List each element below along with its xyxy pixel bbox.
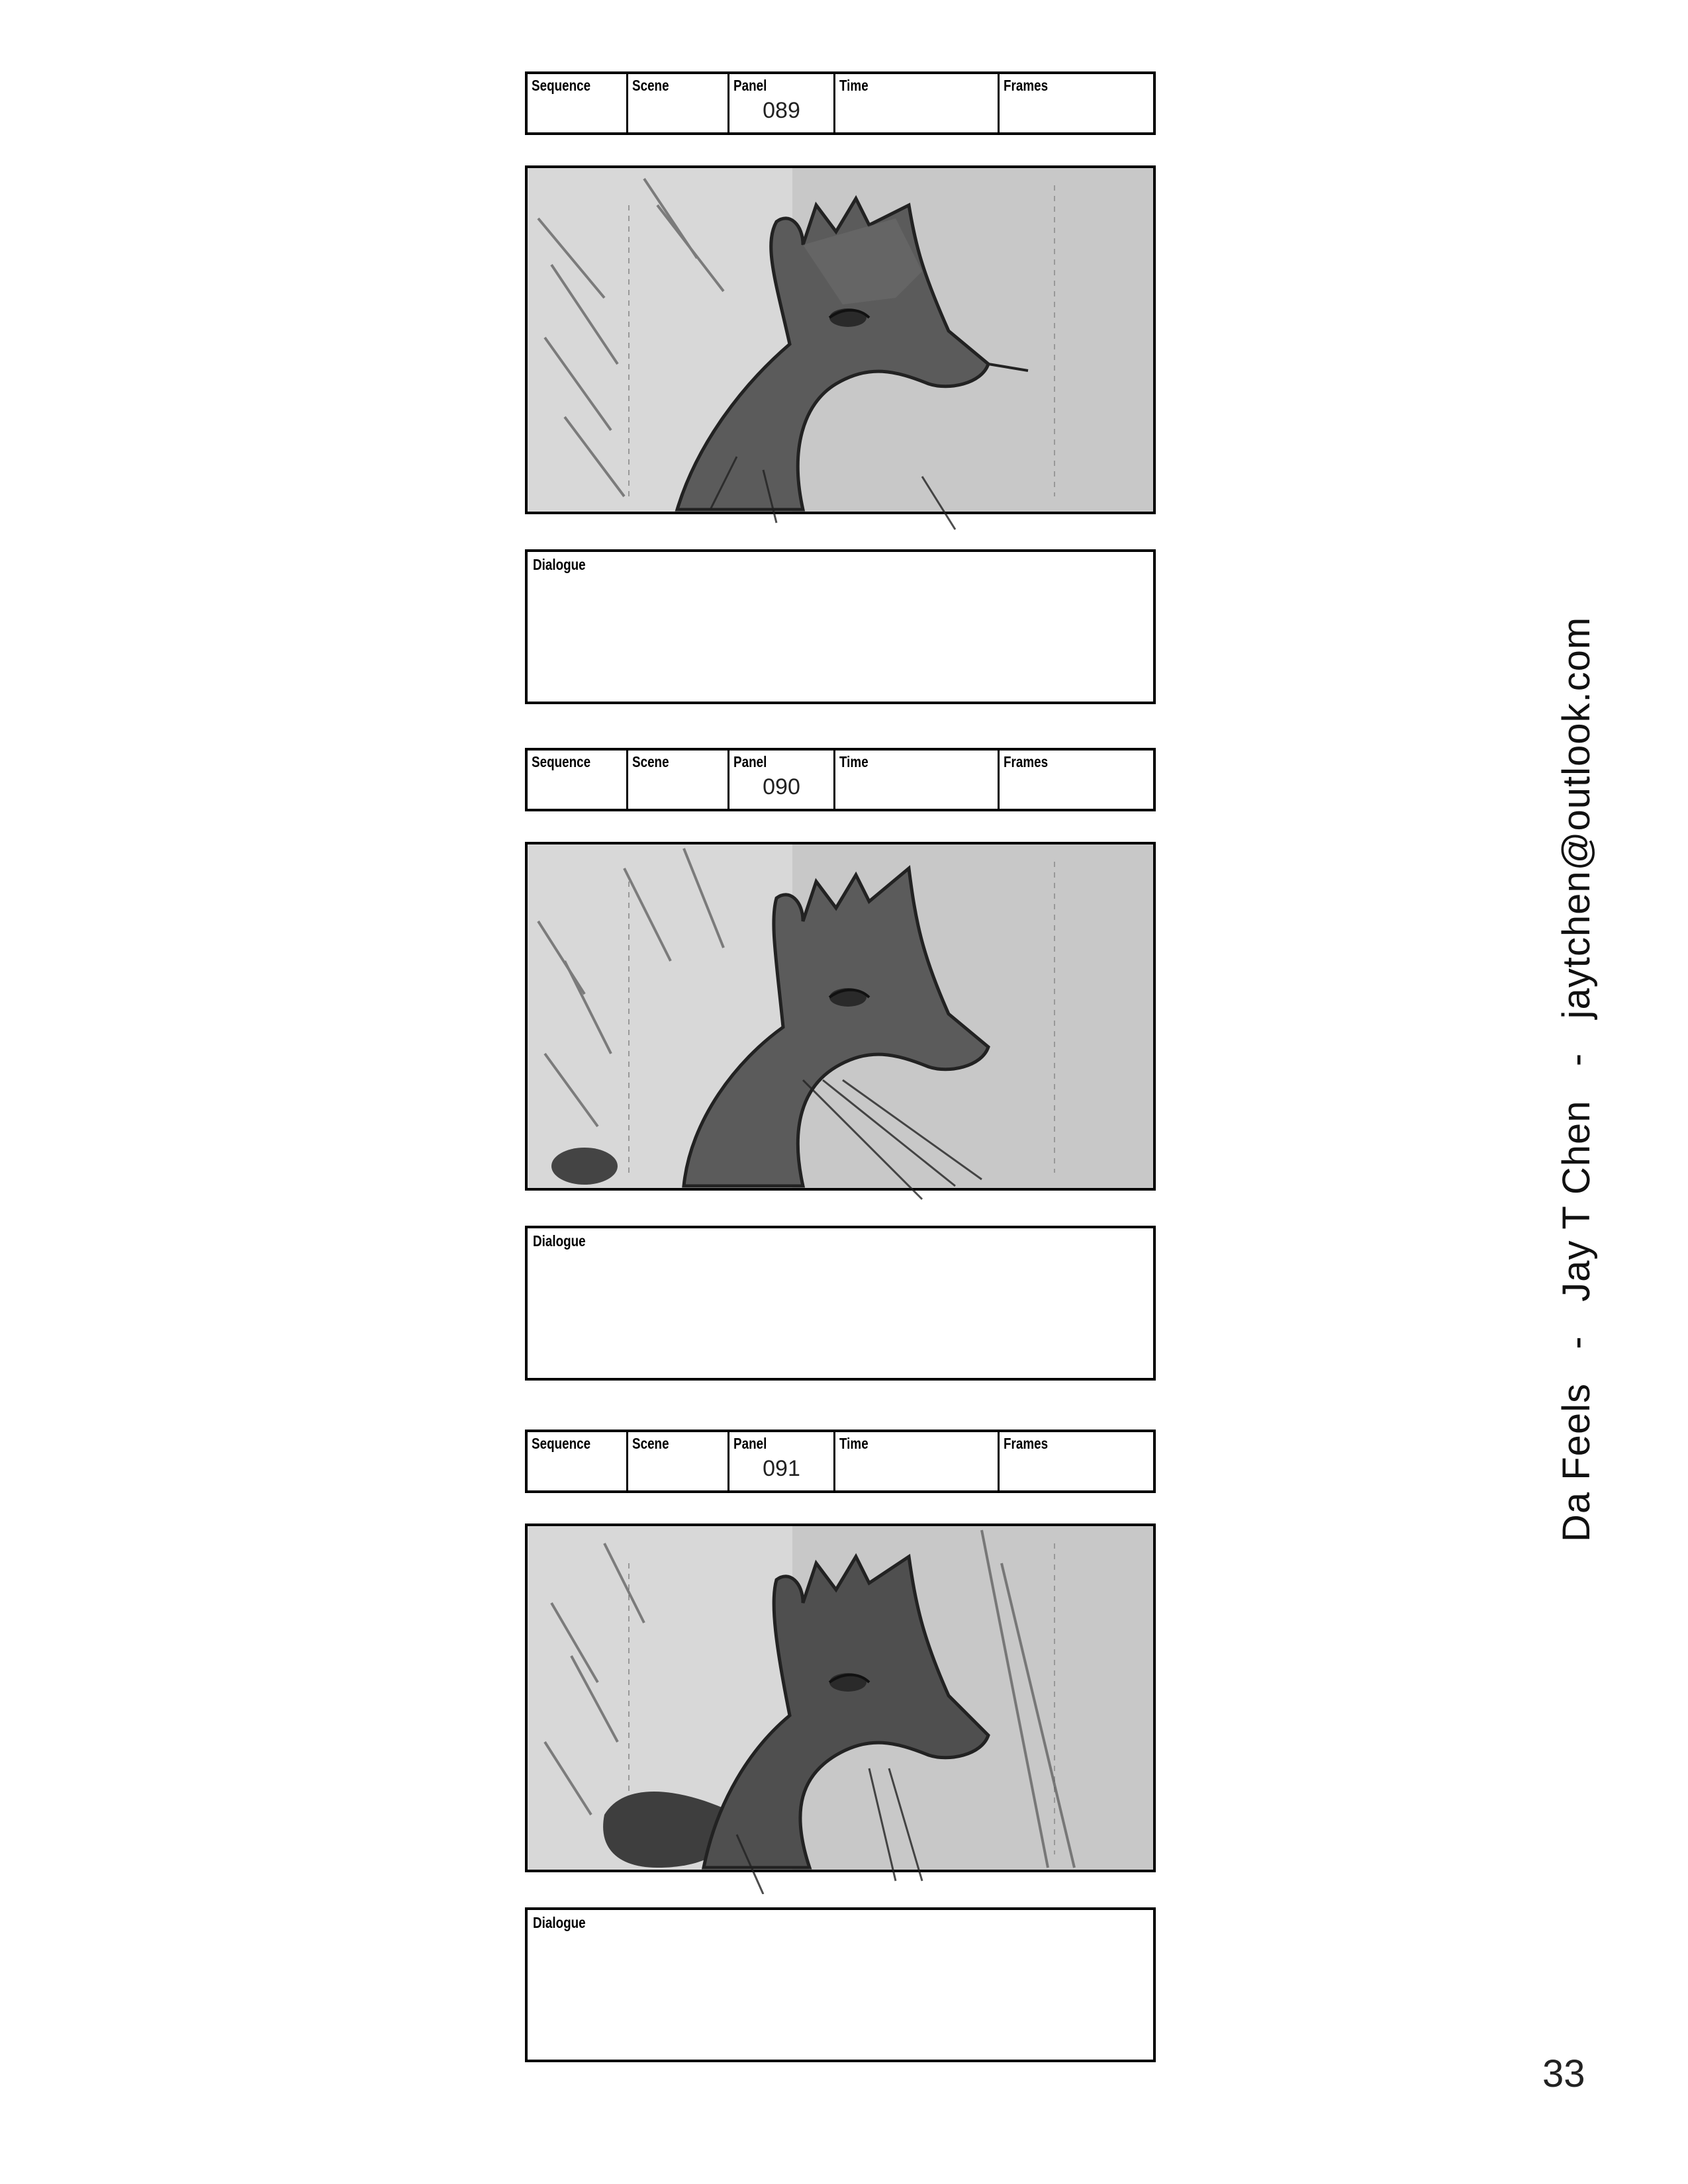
- giraffe-sketch-image: [528, 844, 1153, 1201]
- dialogue-label: Dialogue: [533, 1232, 586, 1250]
- time-cell: Time: [835, 74, 1000, 132]
- frames-cell: Frames: [1000, 751, 1153, 809]
- dialogue-box: Dialogue: [525, 1907, 1156, 2062]
- frames-cell: Frames: [1000, 1432, 1153, 1490]
- time-cell: Time: [835, 1432, 1000, 1490]
- panel-cell: Panel 090: [729, 751, 835, 809]
- panel-header: Sequence Scene Panel 091 Time Frames: [525, 1430, 1156, 1493]
- panel-header: Sequence Scene Panel 089 Time Frames: [525, 71, 1156, 135]
- panel-label: Panel: [733, 753, 767, 770]
- dialogue-box: Dialogue: [525, 1226, 1156, 1381]
- side-caption: Da Feels - Jay T Chen - jaytchen@outlook…: [1555, 616, 1598, 1542]
- dialogue-box: Dialogue: [525, 549, 1156, 704]
- frames-label: Frames: [1004, 1435, 1049, 1452]
- time-cell: Time: [835, 751, 1000, 809]
- panel-image-frame: [525, 842, 1156, 1201]
- dialogue-label: Dialogue: [533, 556, 586, 573]
- panel-number: 090: [763, 774, 800, 799]
- sequence-label: Sequence: [532, 1435, 591, 1452]
- giraffe-sketch-image: [528, 1526, 1153, 1894]
- scene-cell: Scene: [628, 1432, 729, 1490]
- page-number: 33: [1542, 2052, 1585, 2095]
- time-label: Time: [839, 77, 868, 94]
- scene-cell: Scene: [628, 751, 729, 809]
- time-label: Time: [839, 1435, 868, 1452]
- panel-header: Sequence Scene Panel 090 Time Frames: [525, 748, 1156, 811]
- sequence-label: Sequence: [532, 753, 591, 770]
- frames-label: Frames: [1004, 77, 1049, 94]
- panel-label: Panel: [733, 1435, 767, 1452]
- scene-label: Scene: [632, 77, 669, 94]
- sequence-label: Sequence: [532, 77, 591, 94]
- sequence-cell: Sequence: [528, 751, 628, 809]
- scene-label: Scene: [632, 1435, 669, 1452]
- panel-cell: Panel 091: [729, 1432, 835, 1490]
- panel-image-frame: [525, 165, 1156, 530]
- panel-number: 091: [763, 1456, 800, 1481]
- scene-label: Scene: [632, 753, 669, 770]
- frames-label: Frames: [1004, 753, 1049, 770]
- dialogue-label: Dialogue: [533, 1914, 586, 1931]
- scene-cell: Scene: [628, 74, 729, 132]
- panel-number: 089: [763, 98, 800, 123]
- panel-image-frame: [525, 1524, 1156, 1894]
- sequence-cell: Sequence: [528, 74, 628, 132]
- time-label: Time: [839, 753, 868, 770]
- giraffe-sketch-image: [528, 168, 1153, 530]
- panel-label: Panel: [733, 77, 767, 94]
- sequence-cell: Sequence: [528, 1432, 628, 1490]
- panel-cell: Panel 089: [729, 74, 835, 132]
- frames-cell: Frames: [1000, 74, 1153, 132]
